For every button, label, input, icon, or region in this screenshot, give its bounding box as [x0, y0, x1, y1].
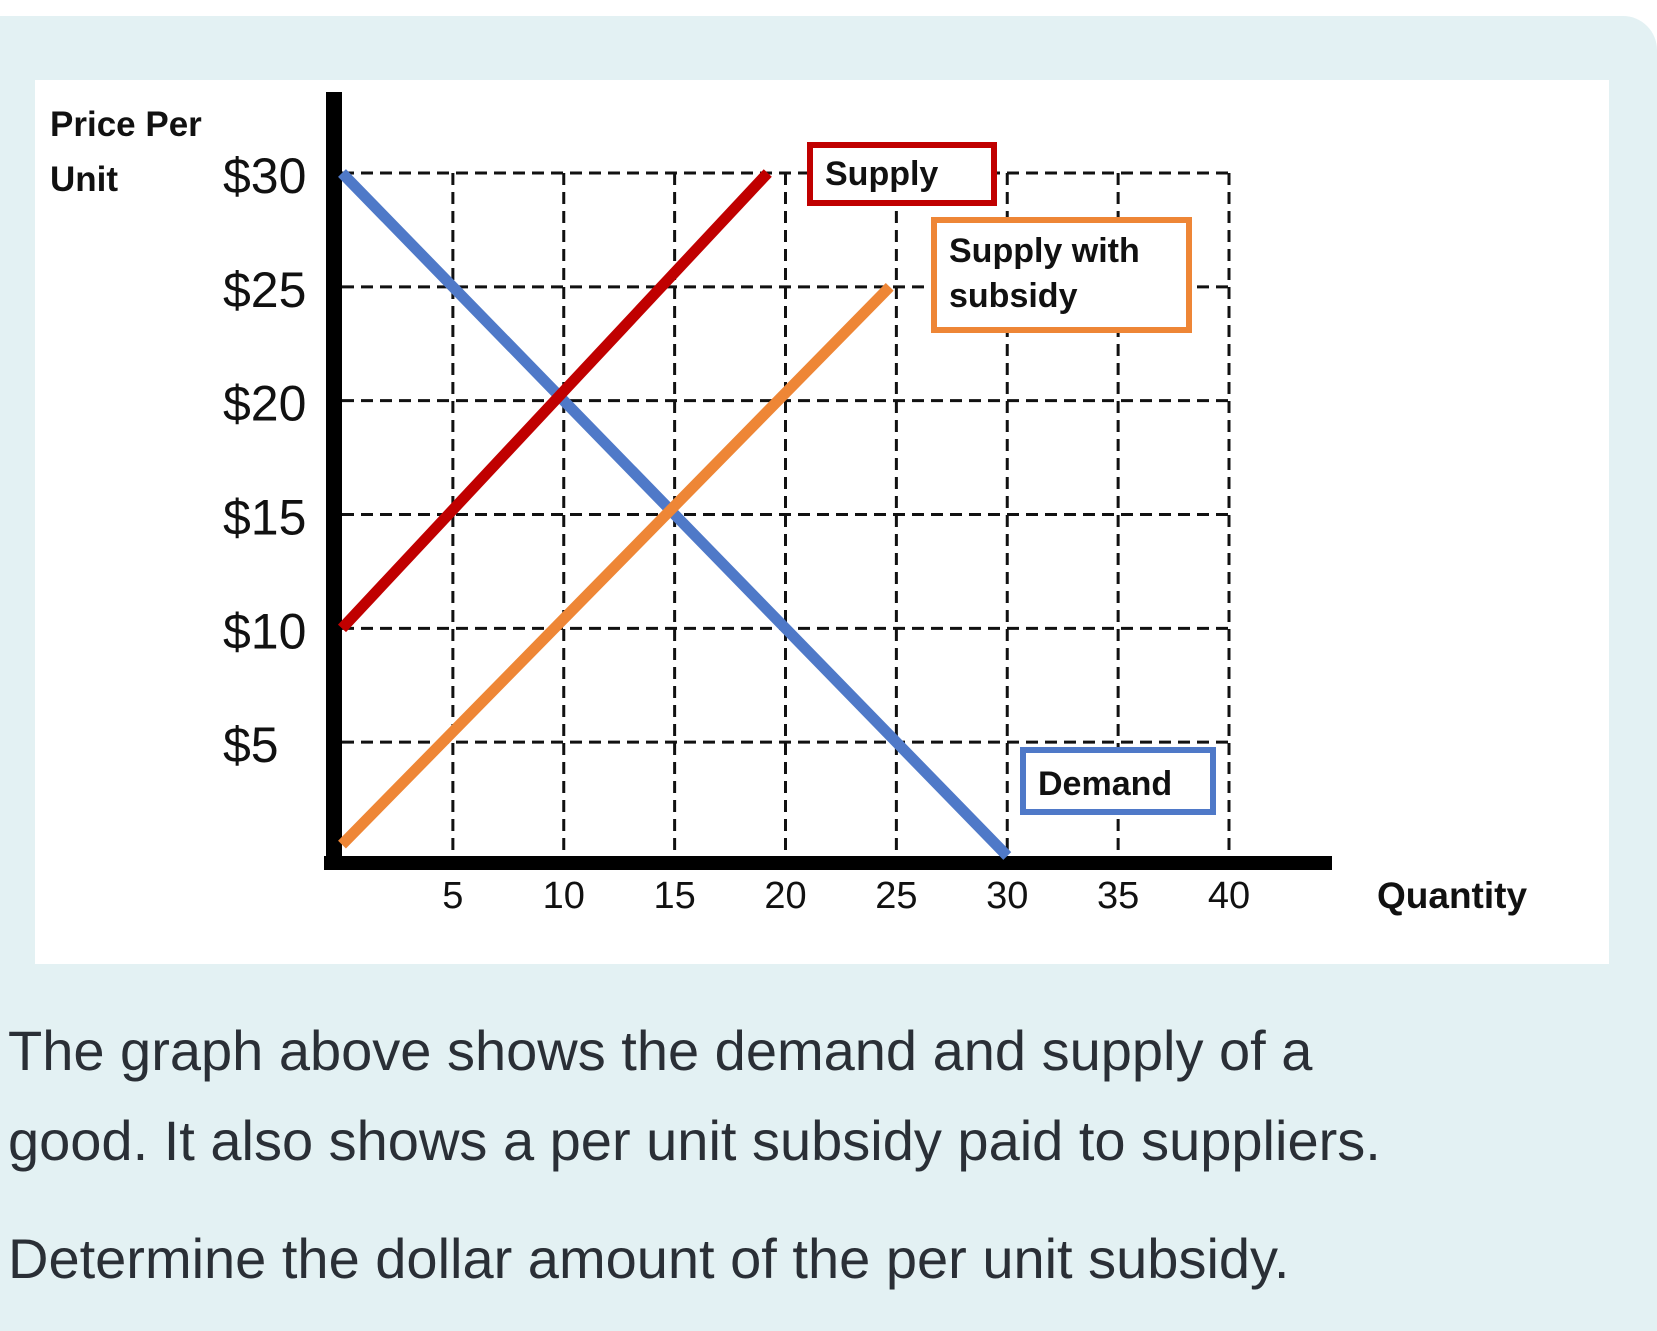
demand-label-box	[1020, 747, 1216, 815]
question-line-2: good. It also shows a per unit subsidy p…	[8, 1109, 1381, 1172]
series-line-supply	[337, 169, 772, 633]
x-tick-label-40: 40	[1208, 875, 1250, 917]
supply-label-box	[807, 142, 997, 206]
y-tick-label-$30: $30	[223, 148, 306, 204]
series-line-demand	[338, 169, 1012, 860]
series-layer	[337, 169, 1012, 860]
y-tick-label-$20: $20	[223, 376, 306, 432]
supply-label-text-1: Supply	[825, 155, 938, 193]
y-axis-title-line-2: Unit	[50, 160, 118, 199]
supply-with-subsidy-label-text-2: subsidy	[949, 277, 1078, 315]
question-line-1: The graph above shows the demand and sup…	[8, 1019, 1313, 1082]
x-tick-label-25: 25	[875, 875, 917, 917]
axis-layer: Price Per Unit $5 $10 $15 $20 $25 $30 5 10 15 20 25 3…	[50, 92, 1527, 917]
y-tick-label-$25: $25	[223, 262, 306, 318]
supply-with-subsidy-label-box	[931, 217, 1192, 333]
x-axis-title: Quantity	[1377, 875, 1527, 916]
x-tick-label-5: 5	[442, 875, 463, 917]
label-layer: Supply Supply with subsidy Demand	[807, 142, 1216, 815]
question-card: Price Per Unit $5 $10 $15 $20 $25 $30 5 10 15 20 25 3…	[0, 16, 1657, 1331]
x-tick-label-35: 35	[1097, 875, 1139, 917]
series-line-supply-with-subsidy	[338, 282, 894, 849]
question-text: The graph above shows the demand and sup…	[8, 1006, 1608, 1186]
question-prompt: Determine the dollar amount of the per u…	[8, 1227, 1290, 1290]
y-tick-label-$5: $5	[223, 717, 279, 773]
demand-label-text-1: Demand	[1038, 765, 1172, 803]
y-tick-label-$15: $15	[223, 490, 306, 546]
y-axis-title-line-1: Price Per	[50, 105, 202, 144]
x-tick-label-10: 10	[543, 875, 585, 917]
supply-demand-chart: Price Per Unit $5 $10 $15 $20 $25 $30 5 10 15 20 25 3…	[50, 92, 1527, 917]
y-tick-label-$10: $10	[223, 603, 306, 659]
x-tick-label-30: 30	[986, 875, 1028, 917]
x-tick-label-15: 15	[653, 875, 695, 917]
chart-panel: Price Per Unit $5 $10 $15 $20 $25 $30 5 10 15 20 25 3…	[35, 80, 1609, 964]
x-tick-label-20: 20	[764, 875, 806, 917]
supply-with-subsidy-label-text-1: Supply with	[949, 232, 1140, 270]
